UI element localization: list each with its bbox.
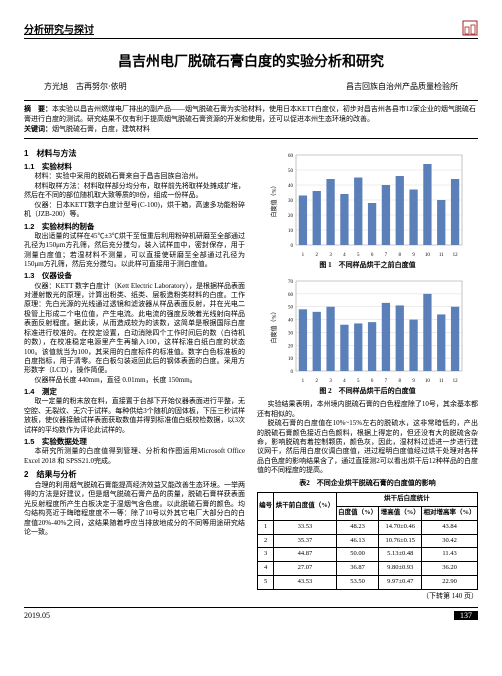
- abstract-label: 摘 要：: [24, 105, 52, 113]
- page-number: 137: [454, 611, 478, 620]
- continue-note: （下转第 140 页）: [257, 592, 478, 601]
- chart1-caption: 图 1 不同样品烘干之前白度值: [257, 261, 478, 270]
- svg-text:1: 1: [301, 379, 304, 384]
- svg-text:0: 0: [290, 244, 293, 249]
- svg-text:11: 11: [438, 379, 443, 384]
- svg-text:70: 70: [288, 280, 294, 285]
- affiliation: 昌吉回族自治州产品质量检验所: [346, 81, 458, 92]
- section-heading: 分析研究与探讨: [24, 21, 94, 36]
- svg-text:4: 4: [343, 379, 346, 384]
- svg-text:50: 50: [288, 169, 294, 174]
- svg-text:60: 60: [288, 293, 294, 298]
- svg-text:40: 40: [288, 318, 294, 323]
- heading: 1.5 实验数据处理: [24, 437, 245, 447]
- svg-text:9: 9: [412, 253, 415, 258]
- paragraph: 仪器样品长度 440mm，直径 0.01mm，长度 150mm。: [24, 376, 245, 385]
- paragraph: 仪器：KETT 数字白度计（Kett Electric Laboratory），…: [24, 282, 245, 376]
- paragraph: 取出适量的试样在45℃±3℃烘干至恒重后利用粉碎机研磨至全部通过孔径为150μm…: [24, 232, 245, 270]
- paragraph: 取一定量的粉末放在料，直接置于台部下开始仪器表面进行平整，无空腔、无裂纹、无穴于…: [24, 397, 245, 435]
- svg-text:10: 10: [288, 229, 294, 234]
- svg-text:20: 20: [288, 214, 294, 219]
- svg-text:6: 6: [370, 379, 373, 384]
- svg-text:12: 12: [452, 253, 458, 258]
- left-column: 1 材料与方法 1.1 实验材料 材料：实验中采用的脱硫石膏来自于昌吉回族自治州…: [24, 145, 245, 601]
- keywords-label: 关键词：: [24, 125, 52, 133]
- paragraph: 仪器：日本KETT数字白度计型号(C-100)，烘干箱，高速多功能粉碎机（JZB…: [24, 201, 245, 220]
- svg-text:60: 60: [288, 154, 294, 159]
- svg-text:5: 5: [357, 253, 360, 258]
- svg-text:7: 7: [384, 379, 387, 384]
- authors: 方光旭 古再努尔·依明: [44, 81, 127, 92]
- svg-text:30: 30: [288, 199, 294, 204]
- chart-after: 010203040506070白度值（%）123456789101112 图 2…: [257, 275, 478, 396]
- svg-text:12: 12: [452, 379, 458, 384]
- svg-text:9: 9: [412, 379, 415, 384]
- heading: 1.4 测定: [24, 387, 245, 397]
- right-column: 0102030405060白度值（%）123456789101112 图 1 不…: [257, 145, 478, 601]
- svg-text:5: 5: [357, 379, 360, 384]
- svg-text:4: 4: [343, 253, 346, 258]
- svg-text:11: 11: [438, 253, 443, 258]
- paper-title: 昌吉州电厂脱硫石膏白度的实验分析和研究: [24, 51, 478, 71]
- svg-text:7: 7: [384, 253, 387, 258]
- footer-date: 2019.05: [24, 611, 50, 620]
- svg-text:8: 8: [398, 253, 401, 258]
- svg-text:10: 10: [424, 253, 430, 258]
- table-caption: 表2 不同企业烘干脱硫石膏的白度值的影响: [257, 479, 478, 488]
- svg-text:白度值（%）: 白度值（%）: [270, 183, 278, 218]
- svg-text:10: 10: [424, 379, 430, 384]
- svg-text:40: 40: [288, 184, 294, 189]
- svg-text:白度值（%）: 白度值（%）: [270, 308, 278, 343]
- svg-text:10: 10: [288, 357, 294, 362]
- paragraph: 实验结果表明，本州境内脱硫石膏的白色程度除了10号，其余基本都还有相似的。: [257, 400, 478, 419]
- logo-icon: [462, 20, 478, 36]
- svg-text:3: 3: [329, 379, 332, 384]
- table: 编号烘干前白度值（%）烘干后白度统计白度值（%）增高值（%）相对增高率（%）13…: [257, 492, 478, 589]
- svg-text:0: 0: [290, 370, 293, 375]
- svg-text:2: 2: [315, 253, 318, 258]
- abstract-text: 本实验以昌吉州燃煤电厂排出的副产品——烟气脱硫石膏为实验材料，使用日本KETT白…: [24, 105, 476, 123]
- abstract-block: 摘 要：本实验以昌吉州燃煤电厂排出的副产品——烟气脱硫石膏为实验材料，使用日本K…: [24, 100, 478, 139]
- heading: 2 结果与分析: [24, 470, 245, 481]
- heading: 1.1 实验材料: [24, 162, 245, 172]
- svg-text:8: 8: [398, 379, 401, 384]
- heading: 1.3 仪器设备: [24, 271, 245, 281]
- svg-text:20: 20: [288, 344, 294, 349]
- svg-text:3: 3: [329, 253, 332, 258]
- svg-text:2: 2: [315, 379, 318, 384]
- paragraph: 本研究所测量的白度值得到管理、分析和作图运用Microsoft Office E…: [24, 447, 245, 466]
- svg-text:30: 30: [288, 331, 294, 336]
- svg-text:1: 1: [301, 253, 304, 258]
- paragraph: 合理的利用烟气脱硫石膏能提高经济效益又能改善生态环境。一举两得的方法是好建议，但…: [24, 481, 245, 538]
- paragraph: 材料取样方法：材料取样部分均分布，取样前先将取样处摊成扩堆，然后在不同的部位随机…: [24, 182, 245, 201]
- chart-before: 0102030405060白度值（%）123456789101112 图 1 不…: [257, 149, 478, 270]
- svg-text:50: 50: [288, 306, 294, 311]
- svg-text:6: 6: [370, 253, 373, 258]
- heading: 1 材料与方法: [24, 149, 245, 160]
- paragraph: 材料：实验中采用的脱硫石膏来自于昌吉回族自治州。: [24, 172, 245, 181]
- paragraph: 脱硫石膏的白度值在10%~15%左右的脱硫水，这非常暗低的，产出的脱硫石膏颜色接…: [257, 419, 478, 476]
- chart2-caption: 图 2 不同样品烘干后的白度值: [257, 387, 478, 396]
- keywords-text: 烟气脱硫石膏，白度，建筑材料: [52, 125, 150, 133]
- heading: 1.2 实验材料的制备: [24, 222, 245, 232]
